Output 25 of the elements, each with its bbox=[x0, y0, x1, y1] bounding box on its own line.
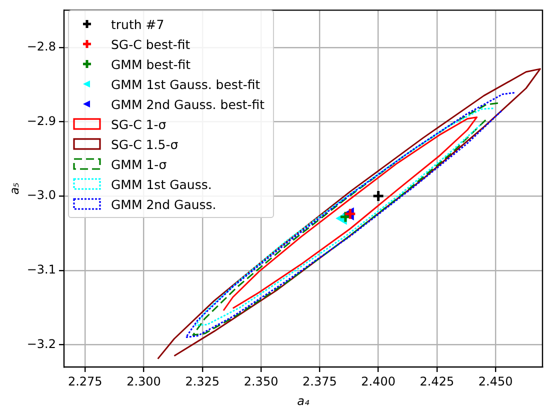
x-axis-title: a₄ bbox=[297, 394, 310, 408]
legend-label: SG-C best-fit bbox=[111, 36, 190, 52]
x-tick-label: 2.300 bbox=[126, 374, 161, 388]
y-tick-label: −2.8 bbox=[26, 39, 56, 54]
y-tick-label: −3.0 bbox=[26, 188, 56, 202]
x-tick-label: 2.400 bbox=[361, 374, 396, 388]
x-tick-label: 2.450 bbox=[478, 374, 513, 388]
legend-label: GMM 1st Gauss. best-fit bbox=[111, 76, 260, 92]
legend-label: GMM 1st Gauss. bbox=[111, 176, 212, 192]
legend-label: GMM best-fit bbox=[111, 56, 191, 72]
x-tick-label: 2.325 bbox=[185, 374, 220, 388]
legend-label: truth #7 bbox=[111, 16, 164, 32]
y-tick-label: −3.2 bbox=[26, 336, 56, 351]
legend-label: GMM 2nd Gauss. best-fit bbox=[111, 96, 265, 112]
x-tick-label: 2.425 bbox=[420, 374, 454, 388]
y-axis-title: a₅ bbox=[7, 182, 22, 195]
x-tick-label: 2.350 bbox=[244, 374, 278, 388]
x-tick-label: 2.375 bbox=[302, 374, 337, 388]
y-tick-label: −3.1 bbox=[26, 262, 56, 276]
legend-label: SG-C 1.5-σ bbox=[111, 136, 178, 152]
y-tick-label: −2.9 bbox=[26, 114, 56, 128]
legend-label: GMM 2nd Gauss. bbox=[111, 196, 216, 212]
legend-label: GMM 1-σ bbox=[111, 156, 167, 172]
x-tick-label: 2.275 bbox=[68, 374, 102, 388]
legend-label: SG-C 1-σ bbox=[111, 116, 166, 132]
